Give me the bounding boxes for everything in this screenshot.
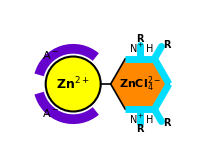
Text: R: R xyxy=(136,34,144,44)
Text: R: R xyxy=(164,40,171,50)
Text: Zn$^{2+}$: Zn$^{2+}$ xyxy=(56,76,90,92)
Text: A$^-$: A$^-$ xyxy=(42,107,59,119)
Text: A$^-$: A$^-$ xyxy=(42,49,59,61)
Text: R: R xyxy=(164,118,171,128)
Text: N$^+$H: N$^+$H xyxy=(129,113,153,126)
Text: R: R xyxy=(136,124,144,134)
Circle shape xyxy=(46,56,101,112)
Text: N$^+$H: N$^+$H xyxy=(129,42,153,55)
Polygon shape xyxy=(111,59,169,109)
Text: ZnCl$_4^{2-}$: ZnCl$_4^{2-}$ xyxy=(119,74,161,94)
